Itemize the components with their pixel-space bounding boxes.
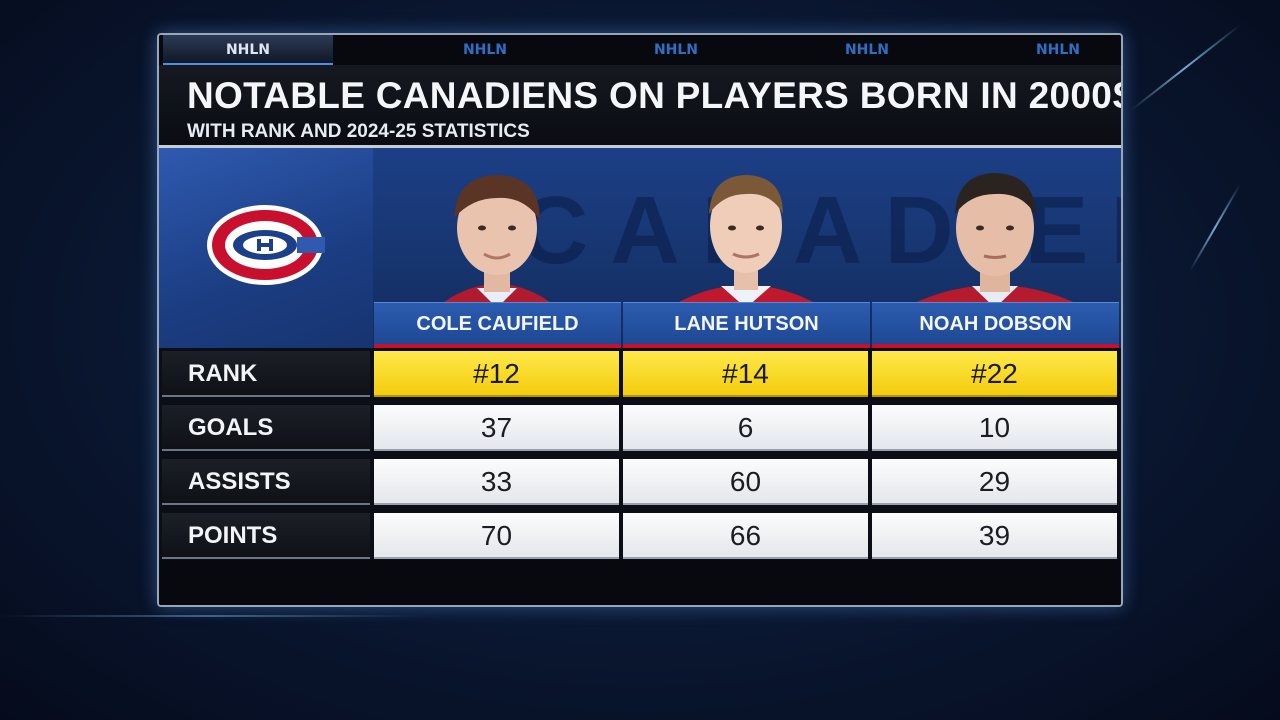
player-name: COLE CAUFIELD	[416, 313, 579, 335]
stat-cell: #14	[623, 351, 868, 397]
player-card-dobson: NOAH DOBSON	[872, 148, 1119, 348]
network-tab: NHLN	[1035, 42, 1081, 58]
team-logo-box	[159, 148, 373, 348]
stat-label: GOALS	[162, 405, 370, 451]
stat-cell: 66	[623, 513, 868, 559]
stat-cell: 39	[872, 513, 1117, 559]
canadiens-logo-icon	[207, 205, 325, 285]
stat-row-points: POINTS 70 66 39	[159, 513, 1121, 559]
stat-row-assists: ASSISTS 33 60 29	[159, 459, 1121, 505]
stat-row-rank: RANK #12 #14 #22	[159, 351, 1121, 397]
background-light-streak	[0, 615, 420, 617]
network-tab: NHLN	[844, 42, 890, 58]
stat-label: RANK	[162, 351, 370, 397]
player-name-plate: COLE CAUFIELD	[374, 302, 621, 348]
stat-row-goals: GOALS 37 6 10	[159, 405, 1121, 451]
player-name: LANE HUTSON	[674, 313, 819, 335]
graphic-subtitle: WITH RANK AND 2024-25 STATISTICS	[187, 121, 530, 142]
network-tab: NHLN	[462, 42, 508, 58]
stat-cell: 10	[872, 405, 1117, 451]
network-tab: NHLN	[163, 35, 333, 65]
network-tab: NHLN	[653, 42, 699, 58]
player-hero-area: CANADIENS	[159, 148, 1121, 348]
stat-cell: 37	[374, 405, 619, 451]
stat-cell: 29	[872, 459, 1117, 505]
stat-label: POINTS	[162, 513, 370, 559]
stats-graphic-panel: NHLN NHLN NHLN NHLN NHLN NOTABLE CANADIE…	[157, 33, 1123, 607]
player-name: NOAH DOBSON	[919, 313, 1072, 335]
stat-cell: 6	[623, 405, 868, 451]
panel-footer-strip	[159, 560, 1121, 605]
stat-cell: 33	[374, 459, 619, 505]
background-light-streak	[1189, 183, 1241, 272]
graphic-title: NOTABLE CANADIENS ON PLAYERS BORN IN 200…	[187, 75, 1121, 116]
player-card-hutson: LANE HUTSON	[623, 148, 870, 348]
title-divider	[159, 145, 1121, 148]
stat-cell: #22	[872, 351, 1117, 397]
player-card-caufield: COLE CAUFIELD	[374, 148, 621, 348]
player-name-plate: LANE HUTSON	[623, 302, 870, 348]
stat-cell: #12	[374, 351, 619, 397]
stat-cell: 70	[374, 513, 619, 559]
network-tab-strip: NHLN NHLN NHLN NHLN NHLN	[159, 35, 1121, 65]
title-bar: NOTABLE CANADIENS ON PLAYERS BORN IN 200…	[159, 65, 1121, 145]
stat-cell: 60	[623, 459, 868, 505]
player-name-plate: NOAH DOBSON	[872, 302, 1119, 348]
background-light-streak	[1129, 24, 1241, 112]
stat-label: ASSISTS	[162, 459, 370, 505]
